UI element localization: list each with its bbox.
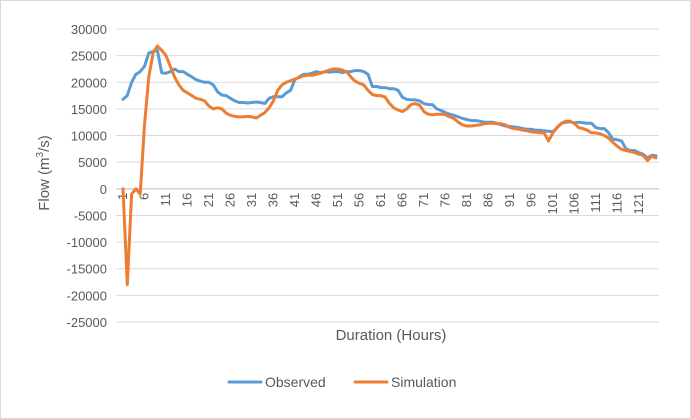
y-tick-label: -10000 (67, 235, 107, 250)
x-tick-label: 76 (437, 193, 452, 207)
y-tick-label: -20000 (67, 288, 107, 303)
y-tick-label: 20000 (71, 75, 107, 90)
y-tick-label: -5000 (74, 208, 107, 223)
y-tick-label: 30000 (71, 22, 107, 37)
x-tick-label: 51 (330, 193, 345, 207)
x-axis-title: Duration (Hours) (336, 327, 447, 344)
x-tick-label: 86 (480, 193, 495, 207)
series-line-simulation (121, 44, 658, 287)
y-tick-label: 10000 (71, 129, 107, 144)
x-tick-label: 96 (523, 193, 538, 207)
legend-label-simulation: Simulation (391, 374, 456, 390)
x-tick-label: 61 (373, 193, 388, 207)
x-tick-label: 26 (222, 193, 237, 207)
x-tick-label: 111 (588, 193, 603, 213)
x-tick-label: 31 (244, 193, 259, 207)
x-tick-label: 6 (136, 193, 151, 200)
y-tick-label: 25000 (71, 49, 107, 64)
x-tick-label: 56 (351, 193, 366, 207)
x-tick-label: 46 (308, 193, 323, 207)
x-tick-label: 121 (631, 193, 646, 215)
x-tick-label: 101 (545, 193, 560, 215)
y-tick-label: -15000 (67, 262, 107, 277)
series-lines (121, 44, 658, 287)
y-tick-label: 5000 (78, 155, 107, 170)
y-tick-label: 15000 (71, 102, 107, 117)
x-tick-label: 116 (609, 193, 624, 214)
y-axis-title: Flow (m3/s) (35, 135, 53, 211)
y-tick-label: -25000 (67, 315, 107, 330)
x-axis-tick-labels: 1 6 11 1 6 21 26 31 36 41 46 51 56 61 66 71 76 81 86 91 96 10… (115, 193, 646, 215)
legend: Observed Simulation (227, 374, 456, 390)
x-tick-label: 71 (416, 193, 431, 207)
legend-label-observed: Observed (265, 374, 326, 390)
x-tick-label: 16 (179, 193, 194, 207)
x-tick-label: 106 (566, 193, 581, 215)
gridlines (116, 28, 659, 323)
y-axis-tick-labels: -25000 -20000 -15000 -10000 -5000 0 5000 10000 1… (67, 22, 107, 330)
x-tick-label: 91 (502, 193, 517, 207)
x-tick-label: 21 (201, 193, 216, 207)
x-tick-label: 81 (459, 193, 474, 207)
x-tick-label: 66 (394, 193, 409, 207)
x-tick-label: 11 (158, 193, 173, 207)
x-tick-label: 36 (265, 193, 280, 207)
x-tick-label: 41 (287, 193, 302, 207)
y-tick-label: 0 (100, 182, 107, 197)
